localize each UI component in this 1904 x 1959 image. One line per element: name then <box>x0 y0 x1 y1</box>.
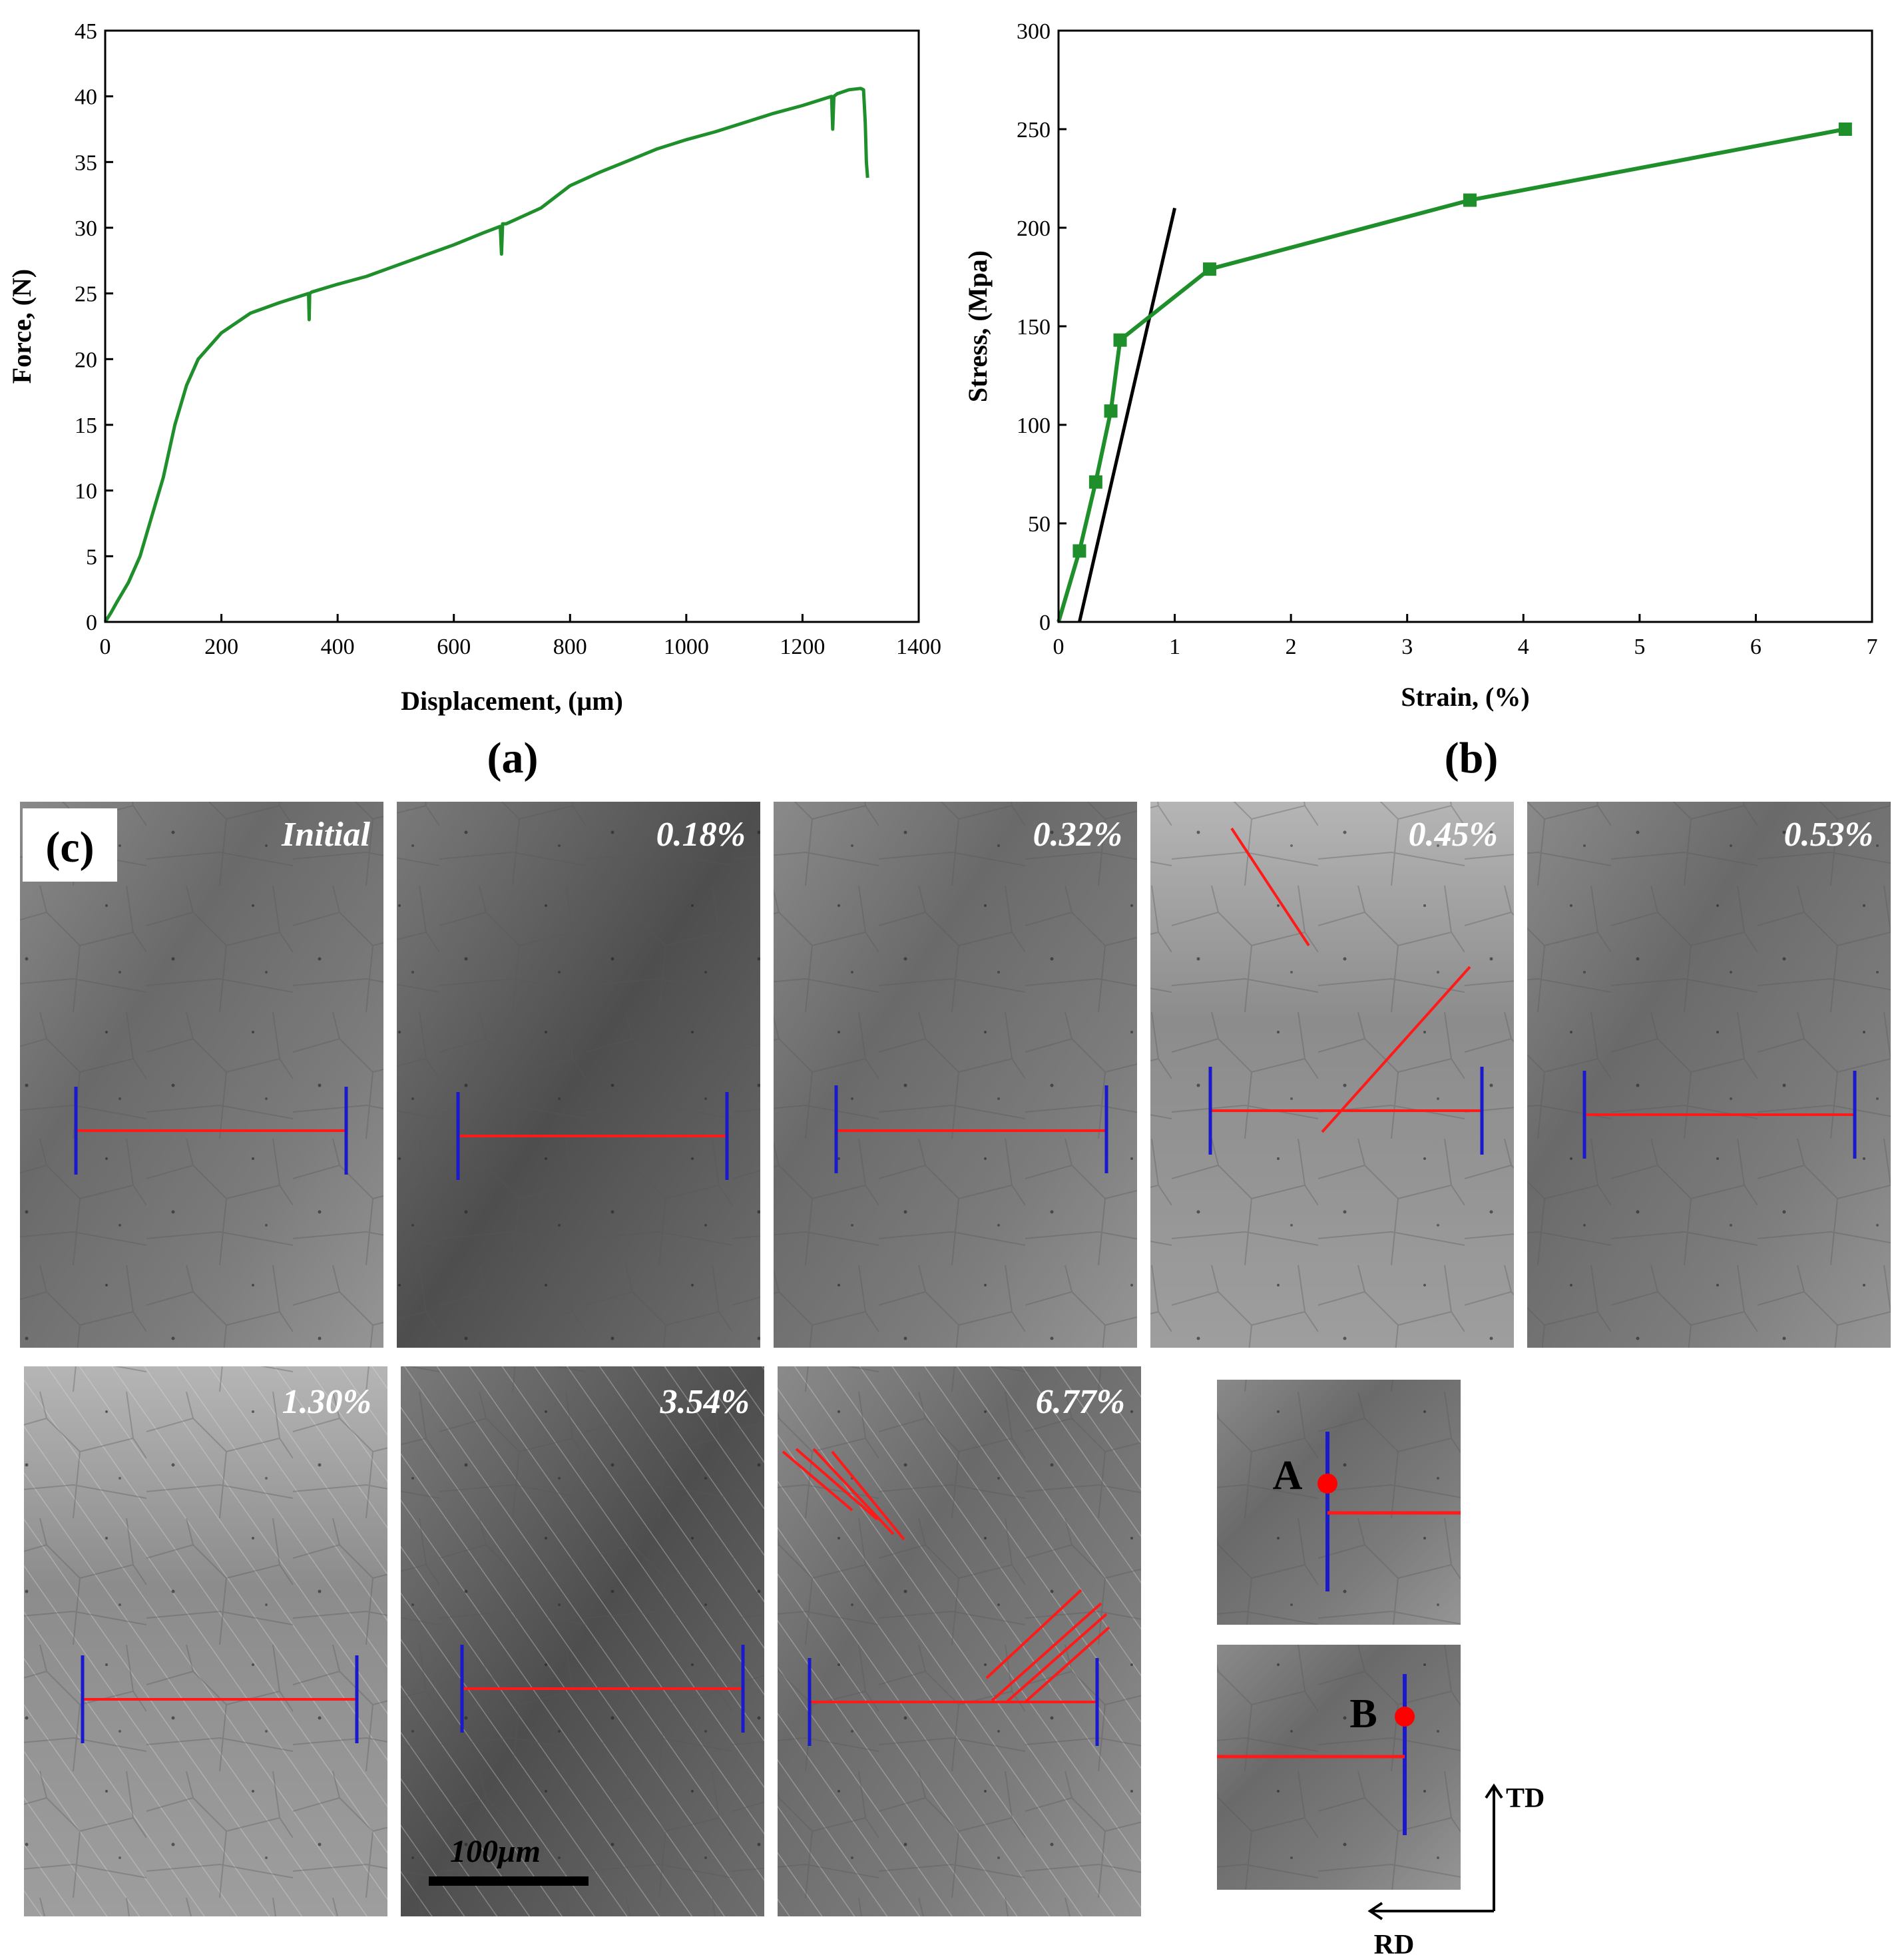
strain-label-3.54: 3.54% <box>660 1383 750 1421</box>
scale-bar-label: 100μm <box>450 1834 541 1869</box>
y-tick-label: 45 <box>75 19 97 44</box>
x-tick-label: 5 <box>1634 635 1645 659</box>
scale-bar <box>429 1876 589 1886</box>
data-point-marker <box>1104 404 1118 418</box>
micrograph-6.77: 6.77% <box>778 1366 1141 1916</box>
strain-label-initial: Initial <box>281 816 370 854</box>
y-tick-label: 150 <box>1017 315 1051 340</box>
strain-label-0.18: 0.18% <box>656 816 746 854</box>
stress-strain-markers <box>1072 123 1852 558</box>
panel-c: (c) Initial 0.18% 0.32% 0.45% <box>20 802 1891 1959</box>
x-tick-label: 200 <box>204 635 238 659</box>
micrograph-0.53: 0.53% <box>1527 802 1891 1348</box>
x-tick-label: 0 <box>1053 635 1065 659</box>
y-tick-label: 35 <box>75 150 97 175</box>
panel-a: 0 200 400 600 800 1000 1200 1400 0 5 10 15 20 25 30 35 4… <box>7 19 941 782</box>
x-tick-label: 800 <box>553 635 587 659</box>
x-tick-label: 1200 <box>780 635 825 659</box>
x-tick-label: 6 <box>1750 635 1762 659</box>
micrograph-0.18: 0.18% <box>397 802 760 1348</box>
inset-a: A <box>1217 1380 1461 1625</box>
micrograph-initial: (c) Initial <box>20 802 383 1348</box>
strain-label-0.32: 0.32% <box>1033 816 1122 854</box>
panel-b-frame <box>1057 29 1873 623</box>
slip-trace <box>1321 966 1471 1133</box>
panel-a-ylabel: Force, (N) <box>7 269 37 384</box>
x-tick-label: 4 <box>1518 635 1529 659</box>
td-label: TD <box>1506 1783 1545 1814</box>
strain-label-6.77: 6.77% <box>1036 1383 1125 1421</box>
x-tick-label: 3 <box>1401 635 1413 659</box>
strain-label-0.45: 0.45% <box>1409 816 1498 854</box>
y-tick-label: 30 <box>75 216 97 241</box>
x-tick-label: 1 <box>1169 635 1180 659</box>
x-tick-label: 600 <box>437 635 471 659</box>
panel-a-ticks: 0 200 400 600 800 1000 1200 1400 0 5 10 15 20 25 30 35 4… <box>75 19 941 659</box>
y-tick-label: 10 <box>75 479 97 504</box>
panel-b-label: (b) <box>1445 734 1499 782</box>
data-point-marker <box>1088 475 1102 489</box>
y-tick-label: 250 <box>1017 118 1051 142</box>
y-tick-label: 15 <box>75 414 97 438</box>
panel-a-label: (a) <box>487 734 539 782</box>
panel-b-ylabel: Stress, (Mpa) <box>963 250 993 402</box>
y-tick-label: 40 <box>75 85 97 110</box>
micrograph-0.32: 0.32% <box>774 802 1137 1348</box>
slip-trace <box>1230 827 1310 947</box>
data-point-marker <box>1072 544 1086 558</box>
y-tick-label: 50 <box>1028 512 1051 537</box>
strain-label-0.53: 0.53% <box>1784 816 1873 854</box>
panel-b-ticks: 0 1 2 3 4 5 6 7 0 50 100 150 200 250 300 <box>1017 19 1878 659</box>
x-tick-label: 1000 <box>664 635 709 659</box>
data-point-marker <box>1113 333 1127 347</box>
slip-traces <box>782 1448 1110 1703</box>
data-point-marker <box>1463 193 1477 207</box>
micrograph-3.54: 3.54% 100μm <box>401 1366 764 1916</box>
panel-b: 0 1 2 3 4 5 6 7 0 50 100 150 200 250 300 Strain, (%) S… <box>963 19 1878 782</box>
micrograph-1.30: 1.30% <box>24 1366 387 1916</box>
panel-a-xlabel: Displacement, (μm) <box>401 686 623 716</box>
data-point-marker <box>1838 123 1852 136</box>
y-tick-label: 5 <box>86 545 97 569</box>
panel-a-frame <box>104 29 920 623</box>
point-a-label: A <box>1273 1453 1303 1498</box>
data-point-marker <box>1202 262 1216 276</box>
direction-axes <box>1367 1783 1503 1920</box>
micrograph-0.45: 0.45% <box>1150 802 1514 1348</box>
x-tick-label: 1400 <box>896 635 941 659</box>
point-b-marker <box>1395 1707 1415 1727</box>
strain-label-1.30: 1.30% <box>282 1383 371 1421</box>
y-tick-label: 200 <box>1017 216 1051 241</box>
panel-c-label: (c) <box>45 823 94 872</box>
y-tick-label: 0 <box>86 611 97 635</box>
x-tick-label: 400 <box>321 635 355 659</box>
point-a-marker <box>1317 1474 1337 1494</box>
x-tick-label: 7 <box>1867 635 1878 659</box>
offset-fit-line <box>1077 207 1177 623</box>
inset-b: B <box>1217 1645 1461 1890</box>
x-tick-label: 2 <box>1286 635 1297 659</box>
rd-label: RD <box>1374 1930 1415 1959</box>
y-tick-label: 300 <box>1017 19 1051 44</box>
y-tick-label: 20 <box>75 348 97 372</box>
panel-c-label-box <box>23 808 117 882</box>
y-tick-label: 25 <box>75 282 97 307</box>
x-tick-label: 0 <box>100 635 111 659</box>
y-tick-label: 0 <box>1039 611 1051 635</box>
force-displacement-curve <box>103 87 869 623</box>
y-tick-label: 100 <box>1017 414 1051 438</box>
panel-b-xlabel: Strain, (%) <box>1401 682 1529 712</box>
stress-strain-curve <box>1057 127 1846 623</box>
point-b-label: B <box>1349 1691 1377 1737</box>
